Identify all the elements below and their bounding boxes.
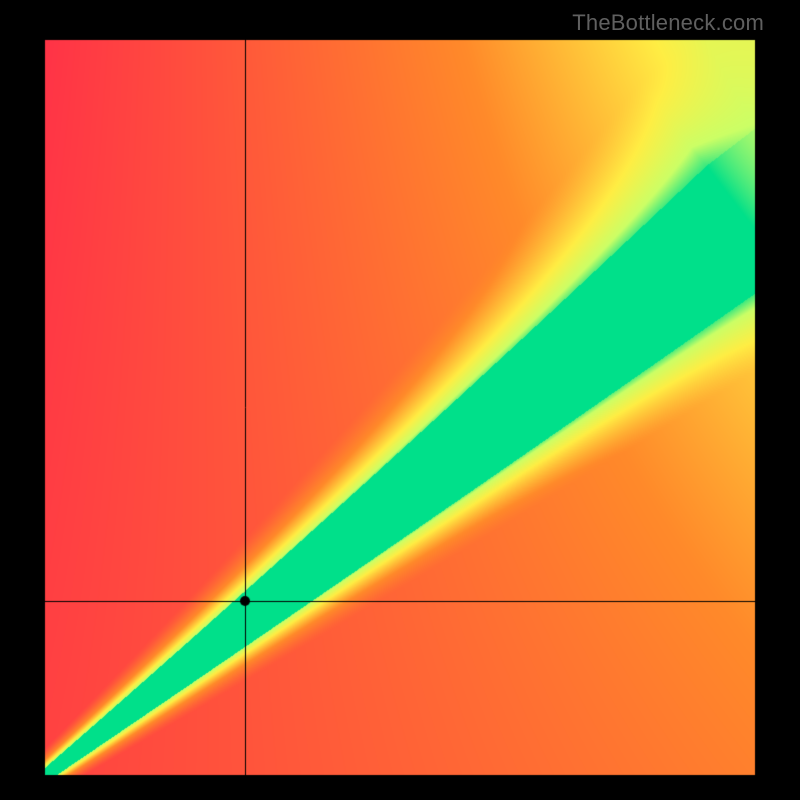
bottleneck-heatmap bbox=[0, 0, 800, 800]
watermark-text: TheBottleneck.com bbox=[572, 10, 764, 36]
